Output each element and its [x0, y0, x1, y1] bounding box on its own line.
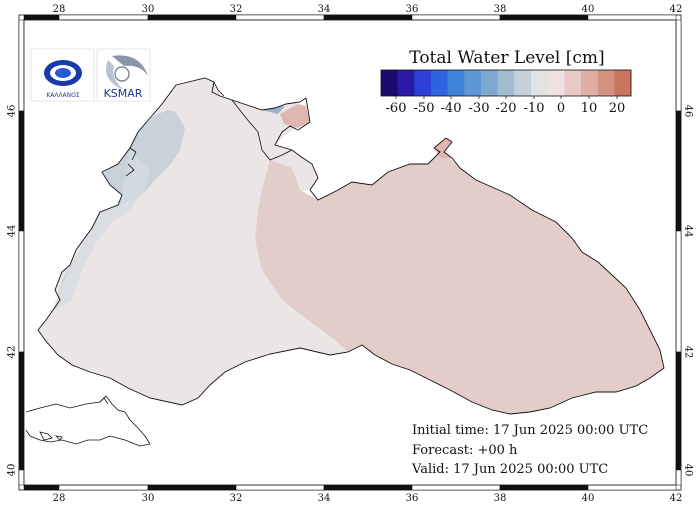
- legend-swatch: [431, 70, 448, 96]
- lon-tick-bottom: 28: [53, 493, 66, 504]
- logo-left: ΚΑΛΛΑΝΟΣ: [30, 48, 95, 102]
- lon-tick-top: 38: [494, 4, 507, 15]
- coastline: [37, 77, 665, 415]
- legend-label: -50: [414, 101, 435, 116]
- forecast-hour: Forecast: +00 h: [412, 443, 518, 458]
- legend-swatch: [414, 70, 432, 96]
- lon-tick-top: 40: [582, 4, 595, 15]
- legend-swatch: [381, 70, 398, 96]
- lon-tick-bottom: 36: [406, 493, 419, 504]
- crimea-outline: [231, 99, 293, 161]
- lat-tick-left: 42: [7, 346, 18, 359]
- lon-tick-bottom: 42: [670, 493, 683, 504]
- legend-label: -20: [496, 101, 517, 116]
- legend-swatch: [464, 70, 482, 96]
- legend-swatch: [564, 70, 582, 96]
- sea-azov-positive: [280, 104, 310, 128]
- lat-tick-left: 40: [7, 464, 18, 477]
- sea-east: [255, 150, 664, 414]
- lon-tick-bottom: 34: [318, 493, 331, 504]
- lon-tick-top: 28: [53, 4, 66, 15]
- lat-tick-right: 40: [683, 464, 694, 477]
- legend-label: -60: [386, 101, 407, 116]
- legend-swatch: [581, 70, 598, 96]
- legend-swatch: [447, 70, 465, 96]
- lon-tick-top: 42: [670, 4, 683, 15]
- legend-title: Total Water Level [cm]: [409, 48, 604, 68]
- initial-time: Initial time: 17 Jun 2025 00:00 UTC: [412, 423, 648, 438]
- lat-tick-right: 46: [683, 105, 694, 118]
- lon-tick-top: 30: [142, 4, 155, 15]
- legend-label: -10: [524, 101, 545, 116]
- logo-left-text: ΚΑΛΛΑΝΟΣ: [46, 92, 80, 99]
- sea-nw-negative: [42, 110, 185, 330]
- lat-tick-left: 44: [7, 225, 18, 238]
- lon-tick-top: 36: [406, 4, 419, 15]
- legend-label: -40: [441, 101, 462, 116]
- legend-swatch: [397, 70, 415, 96]
- sea-azov-negative: [262, 106, 285, 114]
- lat-tick-right: 44: [683, 225, 694, 238]
- legend-swatch: [481, 70, 498, 96]
- legend-label: -30: [469, 101, 490, 116]
- valid-time: Valid: 17 Jun 2025 00:00 UTC: [411, 462, 608, 477]
- lon-tick-bottom: 38: [494, 493, 507, 504]
- legend-swatch: [614, 70, 632, 96]
- legend-swatch: [497, 70, 515, 96]
- legend-label: 10: [581, 101, 598, 116]
- lon-tick-top: 34: [318, 4, 331, 15]
- legend-swatch: [514, 70, 532, 96]
- estuary-lines: [125, 81, 225, 177]
- legend-swatch: [597, 70, 615, 96]
- lon-tick-bottom: 32: [230, 493, 243, 504]
- legend-label: 20: [609, 101, 626, 116]
- lon-tick-bottom: 30: [142, 493, 155, 504]
- legend-swatch: [547, 70, 565, 96]
- lat-tick-right: 42: [683, 346, 694, 359]
- legend-labels: -60 -50 -40 -30 -20 -10 0 10 20: [386, 96, 626, 116]
- lon-tick-bottom: 40: [582, 493, 595, 504]
- lat-tick-left: 46: [7, 105, 18, 118]
- legend-label: 0: [557, 101, 565, 116]
- axis-ticks: 28 28 30 30 32 32 34 34 36 36 38 38 40 40 42 42 40 40 42 42…: [7, 4, 694, 504]
- sea-west-negative-soft: [52, 150, 150, 312]
- logo-ksmar-text: KSMAR: [104, 87, 143, 100]
- legend: Total Water Level [cm] -60 -50 -40 -30 -20 -1…: [380, 48, 632, 116]
- lon-tick-top: 32: [230, 4, 243, 15]
- logo-ksmar: KSMAR: [96, 48, 151, 102]
- legend-swatch: [531, 70, 548, 96]
- legend-colorbar: [380, 69, 632, 97]
- marmara-coast: [25, 395, 151, 447]
